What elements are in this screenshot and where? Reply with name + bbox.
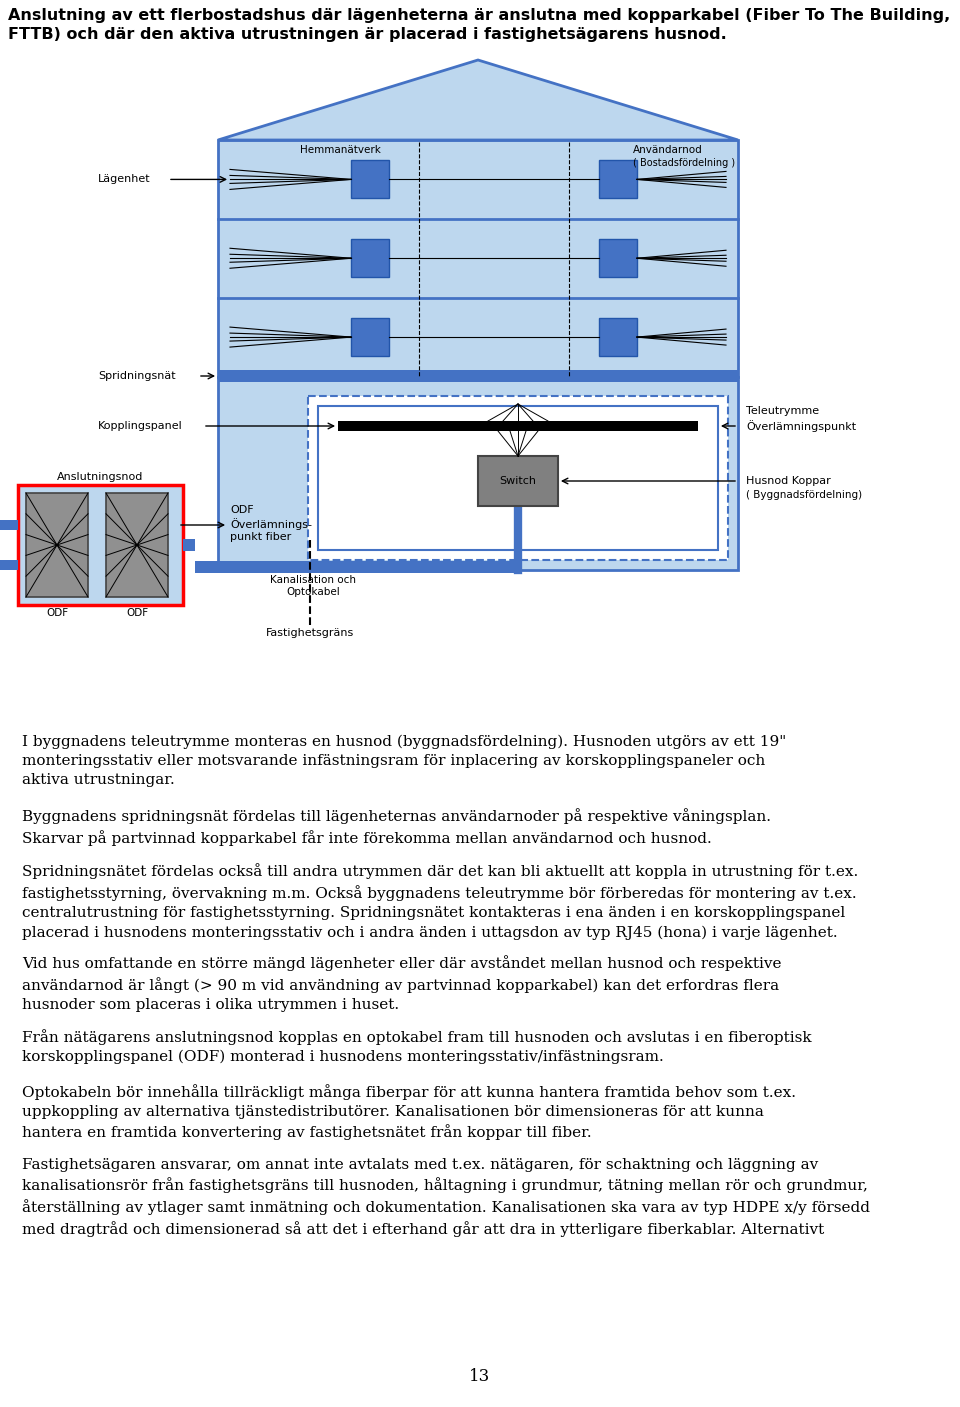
Text: Optokabeln bör innehålla tillräckligt många fiberpar för att kunna hantera framt: Optokabeln bör innehålla tillräckligt må…	[22, 1083, 796, 1141]
Bar	[338, 421, 698, 431]
Text: Överlämningspunkt: Överlämningspunkt	[746, 421, 856, 432]
Text: Byggnadens spridningsnät fördelas till lägenheternas användarnoder på respektive: Byggnadens spridningsnät fördelas till l…	[22, 809, 771, 846]
Bar	[26, 492, 88, 597]
Text: Kopplingspanel: Kopplingspanel	[98, 421, 182, 431]
Text: 13: 13	[469, 1368, 491, 1384]
Bar	[106, 492, 168, 597]
Text: ODF: ODF	[46, 608, 68, 618]
Polygon shape	[218, 61, 738, 141]
Bar	[183, 539, 195, 552]
Bar	[599, 239, 637, 277]
Text: I byggnadens teleutrymme monteras en husnod (byggnadsfördelning). Husnoden utgör: I byggnadens teleutrymme monteras en hus…	[22, 734, 786, 788]
Bar	[195, 561, 518, 573]
Text: Hemmanätverk: Hemmanätverk	[300, 145, 380, 155]
Text: Spridningsnätet fördelas också till andra utrymmen där det kan bli aktuellt att : Spridningsnätet fördelas också till andr…	[22, 864, 858, 940]
Text: Spridningsnät: Spridningsnät	[98, 371, 176, 381]
Text: Fastighetsgräns: Fastighetsgräns	[266, 628, 354, 637]
Text: Switch: Switch	[499, 476, 537, 485]
Bar	[0, 521, 18, 530]
Text: Lägenhet: Lägenhet	[98, 174, 151, 184]
Bar	[351, 160, 389, 198]
Bar	[599, 318, 637, 356]
Bar	[218, 141, 738, 570]
Text: ( Byggnadsfördelning): ( Byggnadsfördelning)	[746, 490, 862, 499]
Text: ODF: ODF	[126, 608, 148, 618]
Bar	[18, 485, 183, 605]
Text: Från nätägarens anslutningsnod kopplas en optokabel fram till husnoden och avslu: Från nätägarens anslutningsnod kopplas e…	[22, 1029, 811, 1064]
Bar	[478, 456, 558, 507]
Text: Vid hus omfattande en större mängd lägenheter eller där avståndet mellan husnod : Vid hus omfattande en större mängd lägen…	[22, 955, 781, 1012]
Text: Kanalisation och
Optokabel: Kanalisation och Optokabel	[270, 575, 356, 598]
Text: Fastighetsägaren ansvarar, om annat inte avtalats med t.ex. nätägaren, för schak: Fastighetsägaren ansvarar, om annat inte…	[22, 1158, 870, 1237]
Text: Anslutning av ett flerbostadshus där lägenheterna är anslutna med kopparkabel (F: Anslutning av ett flerbostadshus där läg…	[8, 8, 950, 42]
Text: Husnod Koppar: Husnod Koppar	[746, 476, 830, 485]
Text: Användarnod: Användarnod	[633, 145, 703, 155]
Bar	[0, 560, 18, 570]
Bar	[318, 407, 718, 550]
Bar	[599, 160, 637, 198]
Bar	[351, 318, 389, 356]
Bar	[308, 395, 728, 560]
Text: Anslutningsnod: Anslutningsnod	[57, 471, 143, 483]
Text: ( Bostadsfördelning ): ( Bostadsfördelning )	[633, 158, 735, 167]
Bar	[218, 370, 738, 381]
Text: ODF
Överlämnings-
punkt fiber: ODF Överlämnings- punkt fiber	[230, 505, 312, 542]
Bar	[351, 239, 389, 277]
Text: Teleutrymme: Teleutrymme	[746, 407, 819, 416]
